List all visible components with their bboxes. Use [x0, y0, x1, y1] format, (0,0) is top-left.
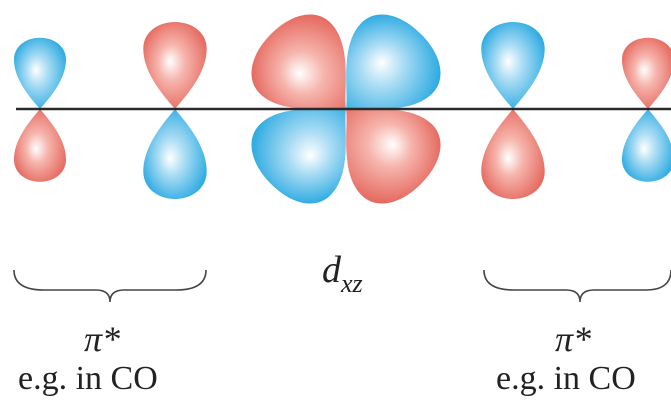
dxz-label-subscript: xz — [341, 269, 363, 298]
left-note-label: e.g. in CO — [18, 360, 158, 397]
right-note-label: e.g. in CO — [496, 360, 636, 397]
left-orbital-atom1-lower-lobe — [14, 109, 66, 182]
left-pi-star-orbital — [14, 22, 207, 199]
right-orbital-atom2-lower-lobe — [622, 109, 671, 182]
right-orbital-atom1-upper-lobe — [481, 22, 545, 110]
left-pi-star-label: π* — [84, 319, 121, 359]
right-brace — [483, 269, 671, 303]
left-orbital-atom2-lower-lobe — [143, 109, 207, 199]
dxz-label-main: d — [322, 249, 341, 291]
right-orbital-atom1-lower-lobe — [481, 109, 545, 199]
center-dxz-label: dxz — [322, 248, 363, 299]
right-orbital-atom2-upper-lobe — [622, 37, 671, 109]
left-orbital-atom1-upper-lobe — [14, 37, 66, 109]
left-orbital-atom2-upper-lobe — [143, 22, 207, 110]
right-pi-star-orbital — [481, 22, 671, 199]
right-pi-star-label: π* — [555, 319, 592, 359]
left-brace — [13, 269, 207, 303]
